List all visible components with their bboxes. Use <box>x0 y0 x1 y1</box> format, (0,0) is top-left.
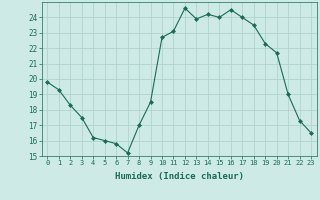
X-axis label: Humidex (Indice chaleur): Humidex (Indice chaleur) <box>115 172 244 181</box>
